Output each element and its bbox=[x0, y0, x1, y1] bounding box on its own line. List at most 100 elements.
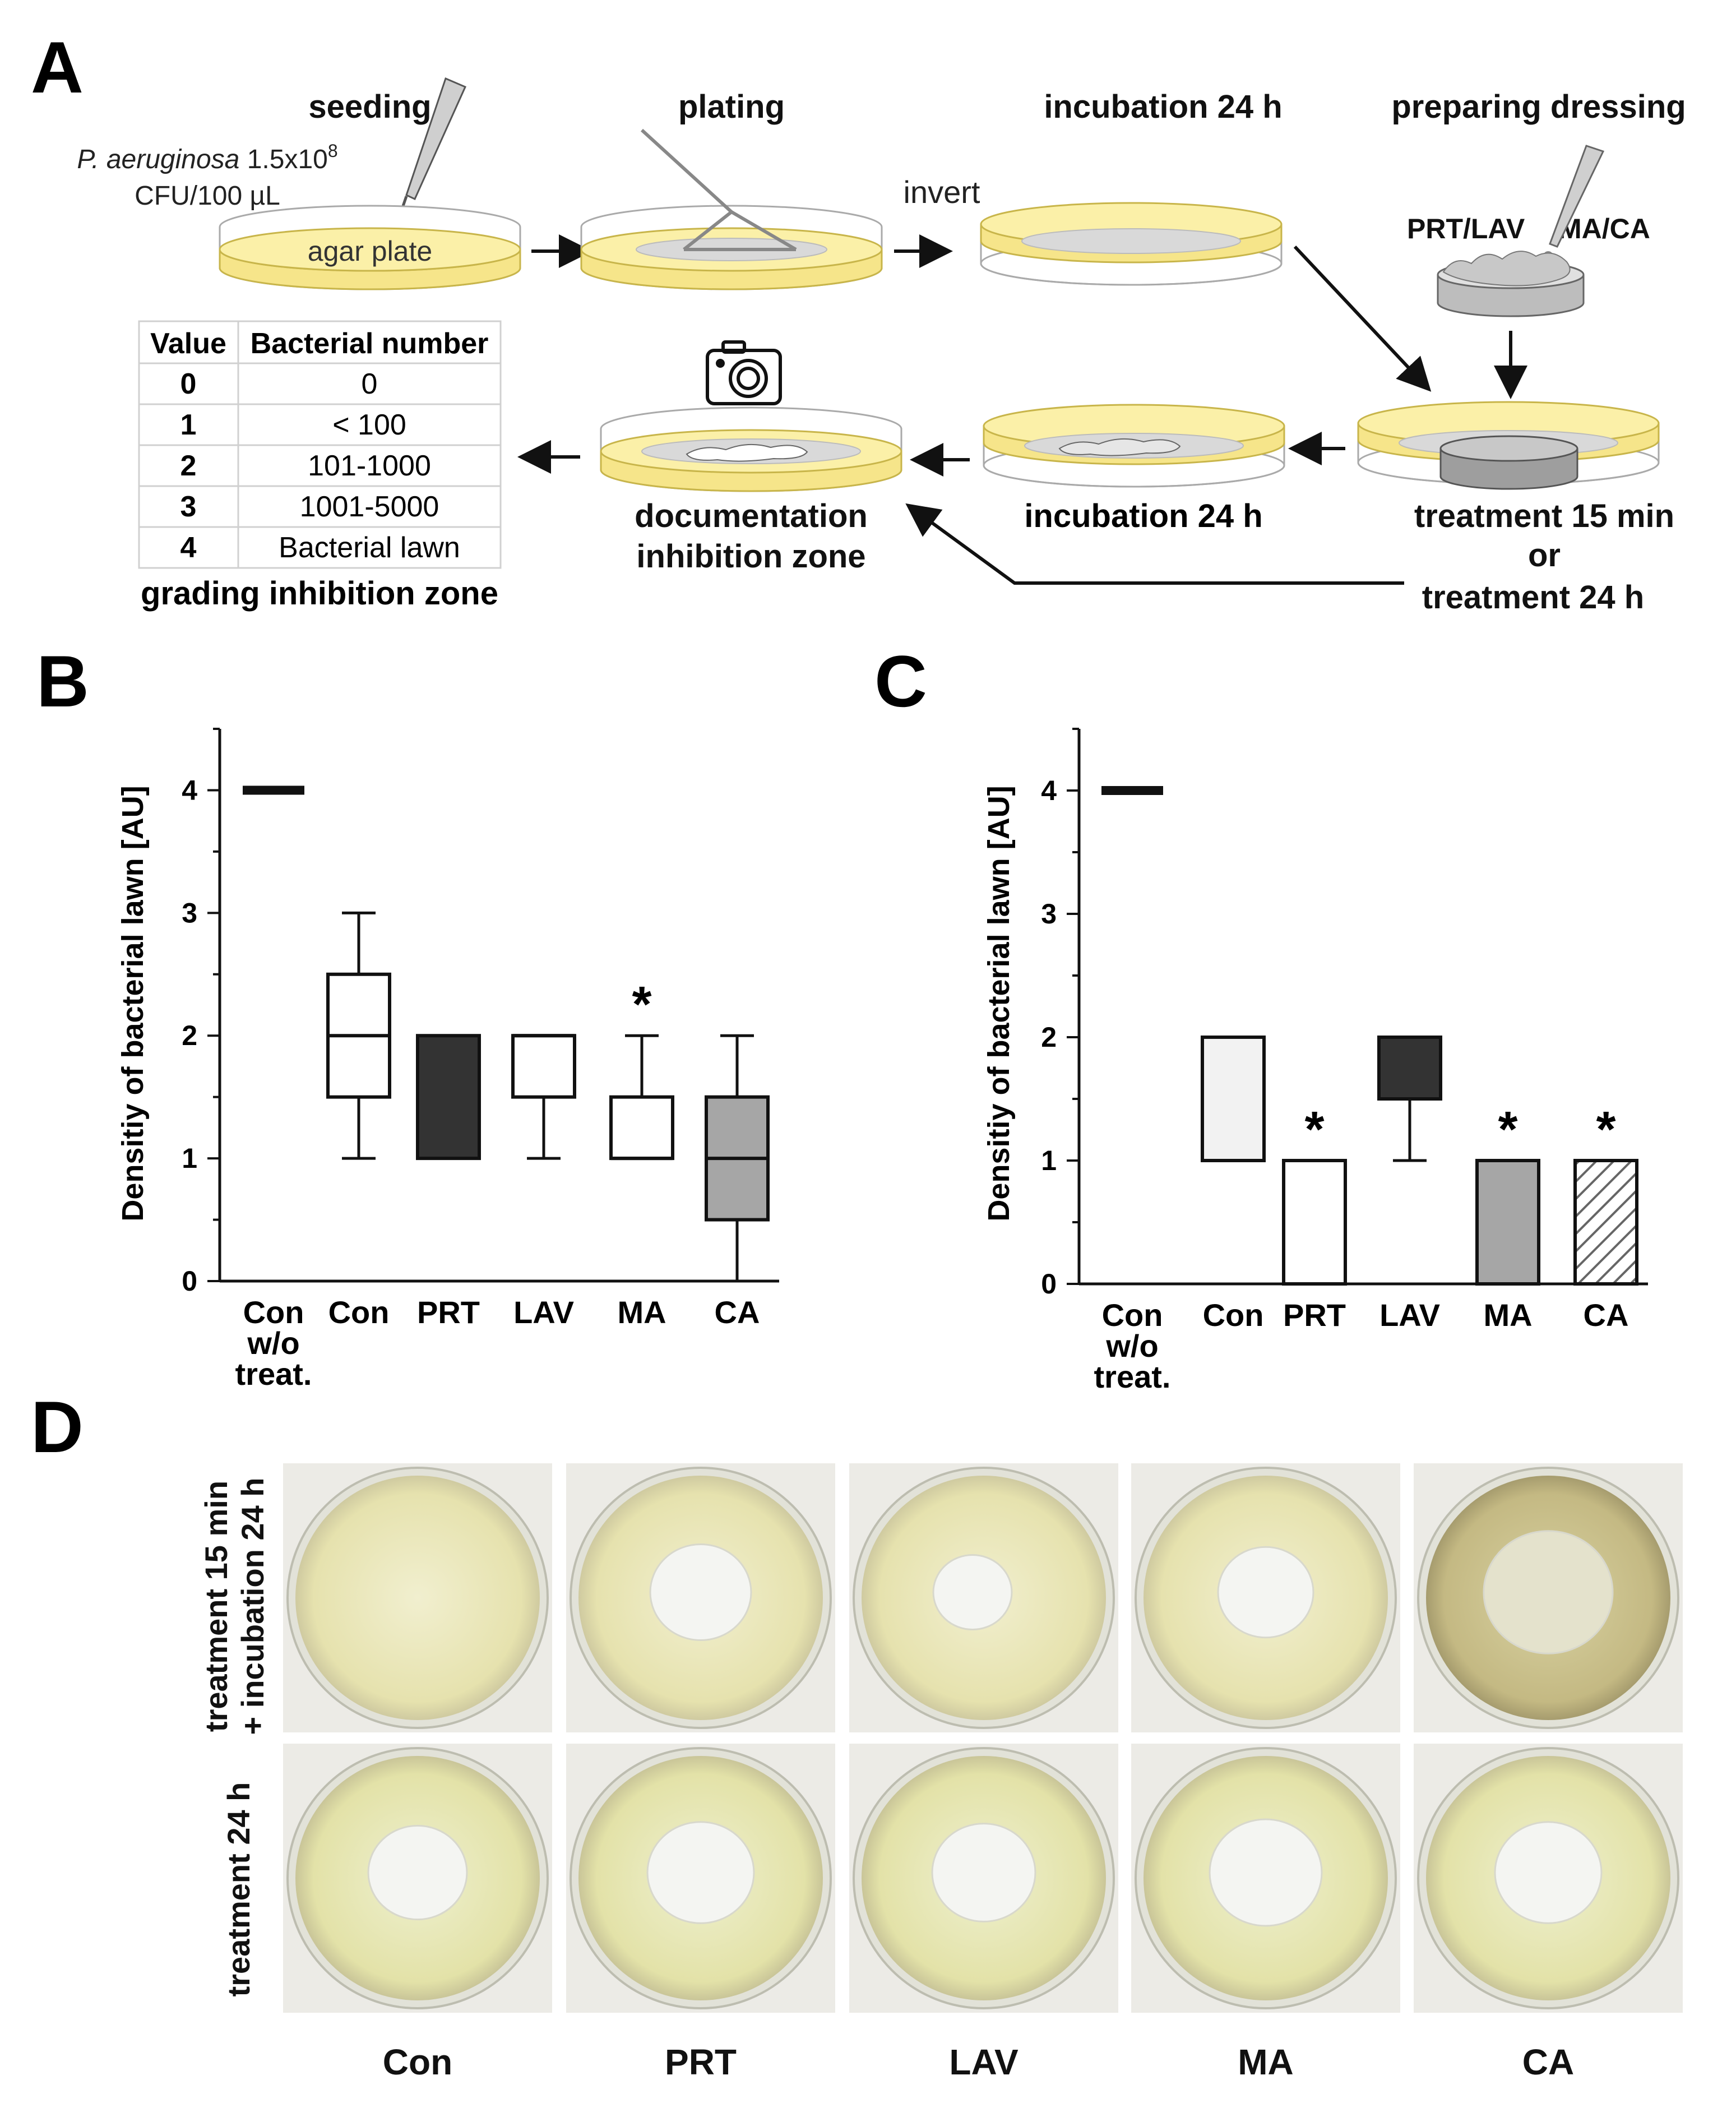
table-row-2-value: 2 bbox=[180, 450, 197, 482]
grading-caption: grading inhibition zone bbox=[141, 575, 498, 612]
row-label-bottom: treatment 24 h bbox=[221, 1782, 256, 1997]
incubation-bottom-label: incubation 24 h bbox=[1024, 498, 1262, 534]
or-label: or bbox=[1528, 537, 1561, 574]
table-row-1-number: < 100 bbox=[332, 409, 406, 441]
x-tick-label: PRT bbox=[417, 1295, 480, 1330]
box bbox=[416, 1034, 481, 1161]
treatment-15min-label: treatment 15 min bbox=[1414, 498, 1674, 534]
plate-photo-lav-row-2 bbox=[849, 1744, 1118, 2013]
plate-photo-ca-row-2 bbox=[1414, 1744, 1683, 2013]
step-incubation-top-label: incubation 24 h bbox=[1044, 89, 1282, 125]
x-tick-label: treat. bbox=[1094, 1359, 1171, 1394]
y-tick-label: 3 bbox=[182, 897, 197, 928]
box bbox=[1282, 1159, 1347, 1286]
y-tick-label: 1 bbox=[182, 1143, 197, 1174]
y-tick-label: 2 bbox=[182, 1020, 197, 1051]
x-tick-label: CA bbox=[1584, 1297, 1629, 1333]
table-row-4-number: Bacterial lawn bbox=[279, 531, 460, 564]
table-header-value: Value bbox=[150, 327, 226, 360]
plate-photo-con-row-2 bbox=[283, 1744, 552, 2013]
spreader-icon bbox=[640, 128, 797, 251]
step-preparing-dressing-label: preparing dressing bbox=[1391, 89, 1686, 125]
y-tick-label: 0 bbox=[1041, 1268, 1057, 1300]
y-tick-label: 4 bbox=[1041, 775, 1057, 806]
table-row-0-value: 0 bbox=[180, 368, 197, 400]
significance-marker: * bbox=[1596, 1102, 1615, 1158]
agar-plate-plating bbox=[580, 205, 883, 290]
documentation-label-2: inhibition zone bbox=[636, 538, 865, 575]
photo-col-prt: PRT bbox=[665, 2042, 737, 2082]
inhibition-zone bbox=[367, 1824, 468, 1921]
x-tick-label: LAV bbox=[513, 1295, 574, 1330]
x-tick-label: Con bbox=[243, 1295, 304, 1330]
bacteria-exponent: 8 bbox=[328, 141, 338, 161]
x-tick-label: LAV bbox=[1379, 1297, 1440, 1333]
row-label-top-1: treatment 15 min bbox=[198, 1481, 234, 1732]
petri-dish-agar bbox=[295, 1476, 540, 1720]
panel-label-d: D bbox=[31, 1386, 84, 1468]
plate-photo-con-row-1 bbox=[283, 1463, 552, 1732]
y-axis-label: Densitiy of bacterial lawn [AU] bbox=[116, 785, 150, 1221]
panel-label-c: C bbox=[874, 640, 927, 722]
agar-plate-seeding bbox=[219, 205, 521, 290]
agar-plate-treatment bbox=[1357, 401, 1660, 490]
photo-grid bbox=[283, 1463, 1683, 2013]
dressing-icon bbox=[1437, 251, 1585, 317]
inhibition-zone bbox=[931, 1823, 1036, 1922]
y-tick-label: 3 bbox=[1041, 898, 1057, 930]
photo-col-ma: MA bbox=[1238, 2042, 1294, 2082]
inhibition-zone bbox=[1494, 1821, 1603, 1924]
y-tick-label: 2 bbox=[1041, 1022, 1057, 1053]
y-tick-label: 0 bbox=[182, 1265, 197, 1297]
row-label-top-2: + incubation 24 h bbox=[235, 1478, 270, 1735]
y-tick-label: 1 bbox=[1041, 1145, 1057, 1176]
photo-col-ca: CA bbox=[1522, 2042, 1574, 2082]
plate-photo-ma-row-2 bbox=[1131, 1744, 1400, 2013]
table-row-2-number: 101-1000 bbox=[308, 450, 431, 482]
inhibition-zone bbox=[1217, 1546, 1314, 1639]
table-row-3-value: 3 bbox=[180, 491, 197, 523]
photo-col-lav: LAV bbox=[949, 2042, 1019, 2082]
agar-plate-label: agar plate bbox=[308, 235, 432, 267]
table-header-bacterial-number: Bacterial number bbox=[251, 327, 489, 360]
x-tick-label: Con bbox=[328, 1295, 390, 1330]
step-plating-label: plating bbox=[678, 89, 785, 125]
grading-table: Value Bacterial number 0 0 1 < 100 2 101… bbox=[138, 320, 502, 569]
photo-col-con: Con bbox=[383, 2042, 452, 2082]
x-tick-label: CA bbox=[715, 1295, 760, 1330]
y-axis-label: Densitiy of bacterial lawn [AU] bbox=[982, 785, 1016, 1221]
arrow-incubation-to-treatment bbox=[1293, 245, 1432, 392]
y-tick-label: 4 bbox=[182, 774, 197, 806]
agar-plate-incubation bbox=[983, 404, 1285, 488]
table-row-3-number: 1001-5000 bbox=[300, 491, 439, 523]
box bbox=[609, 1095, 674, 1161]
dressing-left-label: PRT/LAV bbox=[1407, 213, 1525, 244]
bacteria-unit: CFU/100 µL bbox=[135, 181, 280, 211]
x-tick-label: w/o bbox=[1105, 1328, 1158, 1364]
inhibition-zone bbox=[932, 1554, 1013, 1630]
significance-marker: * bbox=[1498, 1102, 1517, 1158]
dressing-right-label: MA/CA bbox=[1558, 213, 1650, 244]
plate-photo-prt-row-1 bbox=[566, 1463, 835, 1732]
box bbox=[511, 1034, 576, 1099]
x-tick-label: treat. bbox=[235, 1356, 312, 1392]
bacteria-species: P. aeruginosa bbox=[77, 145, 239, 174]
bacteria-concentration-label: P. aeruginosa 1.5x108 bbox=[77, 141, 337, 174]
x-tick-label: PRT bbox=[1283, 1297, 1346, 1333]
chart-c: 0 1 2 3 4 Densitiy of bacterial lawn [AU] Conw… bbox=[982, 728, 1648, 1394]
box bbox=[1573, 1159, 1638, 1286]
inhibition-zone bbox=[1483, 1530, 1614, 1654]
camera-icon bbox=[706, 340, 782, 405]
treatment-24h-label: treatment 24 h bbox=[1422, 579, 1644, 616]
step-seeding-label: seeding bbox=[308, 89, 431, 125]
x-tick-label: w/o bbox=[247, 1325, 299, 1361]
bacteria-concentration: 1.5x10 bbox=[247, 145, 328, 174]
x-tick-label: MA bbox=[1483, 1297, 1532, 1333]
plate-photo-ca-row-1 bbox=[1414, 1463, 1683, 1732]
table-row-1-value: 1 bbox=[180, 409, 197, 441]
x-tick-label: Con bbox=[1102, 1297, 1163, 1333]
panel-label-b: B bbox=[36, 640, 89, 722]
box bbox=[1201, 1036, 1266, 1162]
plate-photo-lav-row-1 bbox=[849, 1463, 1118, 1732]
plate-photo-prt-row-2 bbox=[566, 1744, 835, 2013]
